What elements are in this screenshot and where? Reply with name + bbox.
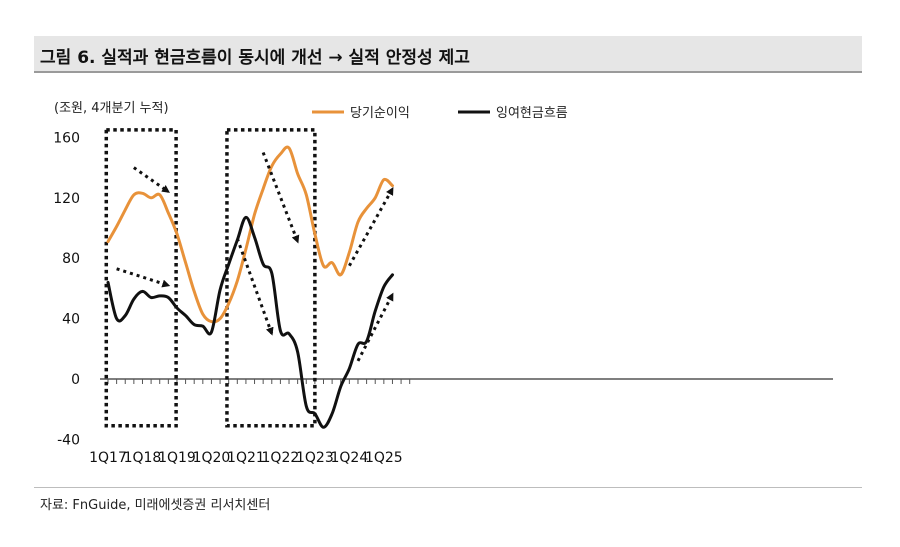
y-tick-label: -40 [57,432,80,448]
trend-arrow [132,166,170,193]
trend-arrow [348,186,394,267]
source-note: 자료: FnGuide, 미래에셋증권 리서치센터 [40,498,271,513]
y-tick-label: 160 [53,130,80,146]
x-tick-label: 1Q22 [262,450,300,466]
legend-label-net-income: 당기순이익 [350,106,410,121]
figure-title-bar: 그림 6. 실적과 현금흐름이 동시에 개선 → 실적 안정성 제고 [34,36,862,73]
trend-arrow [356,292,394,362]
y-tick-label: 80 [62,251,80,267]
series-line-cash-flow [106,215,394,429]
x-tick-label: 1Q17 [89,450,127,466]
series-line-net-income [106,145,394,324]
x-tick-label: 1Q20 [193,450,231,466]
highlight-box [225,128,317,428]
y-tick-label: 40 [62,312,80,328]
series-lines [106,145,394,429]
y-tick-label: 120 [53,191,80,207]
trend-arrow [235,238,274,336]
x-tick-label: 1Q25 [365,450,403,466]
x-tick-label: 1Q18 [124,450,162,466]
figure-title: 그림 6. 실적과 현금흐름이 동시에 개선 → 실적 안정성 제고 [40,48,470,68]
unit-label: (조원, 4개분기 누적) [54,101,169,116]
x-tick-label: 1Q19 [158,450,196,466]
y-axis: -40 0 40 80 120 160 [53,130,80,448]
x-tick-label: 1Q21 [227,450,265,466]
trend-arrows [116,151,394,362]
trend-arrow [261,151,300,244]
highlight-box [104,128,178,428]
highlight-boxes [104,128,317,428]
trend-arrow [116,267,171,288]
legend: 당기순이익 잉여현금흐름 [312,106,568,121]
footer-divider [34,487,862,488]
x-tick-label: 1Q23 [296,450,334,466]
x-tick-label: 1Q24 [330,450,368,466]
legend-label-cash-flow: 잉여현금흐름 [496,106,568,121]
y-tick-label: 0 [71,372,80,388]
